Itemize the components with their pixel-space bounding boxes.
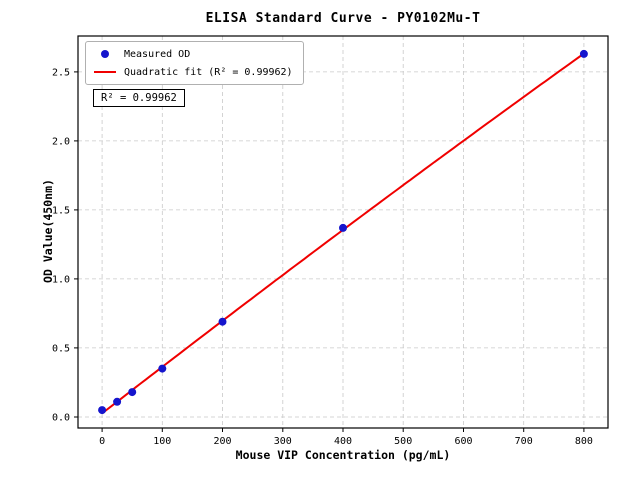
legend-item-measured: Measured OD	[94, 47, 293, 61]
chart-title: ELISA Standard Curve - PY0102Mu-T	[205, 11, 481, 26]
svg-text:0.5: 0.5	[52, 343, 70, 354]
legend-marker-wrap	[94, 71, 116, 73]
svg-text:0: 0	[99, 436, 105, 447]
svg-text:400: 400	[334, 436, 352, 447]
r-squared-annotation: R² = 0.99962	[93, 89, 185, 107]
legend-item-fit: Quadratic fit (R² = 0.99962)	[94, 65, 293, 79]
svg-text:300: 300	[274, 436, 292, 447]
legend-label-fit: Quadratic fit (R² = 0.99962)	[124, 66, 293, 78]
legend-label-measured: Measured OD	[124, 48, 191, 60]
x-axis-label: Mouse VIP Concentration (pg/mL)	[235, 448, 451, 462]
svg-text:0.0: 0.0	[52, 413, 70, 424]
svg-text:700: 700	[515, 436, 533, 447]
svg-text:1.5: 1.5	[52, 205, 70, 216]
svg-text:2.5: 2.5	[52, 67, 70, 78]
svg-text:500: 500	[394, 436, 412, 447]
red-line-marker-icon	[94, 71, 116, 73]
legend: Measured OD Quadratic fit (R² = 0.99962)	[85, 41, 304, 85]
svg-text:600: 600	[454, 436, 472, 447]
svg-text:200: 200	[213, 436, 231, 447]
blue-dot-marker-icon	[101, 50, 109, 58]
svg-text:2.0: 2.0	[52, 136, 70, 147]
svg-text:100: 100	[153, 436, 171, 447]
svg-text:1.0: 1.0	[52, 274, 70, 285]
svg-text:800: 800	[575, 436, 593, 447]
legend-marker-wrap	[94, 50, 116, 58]
